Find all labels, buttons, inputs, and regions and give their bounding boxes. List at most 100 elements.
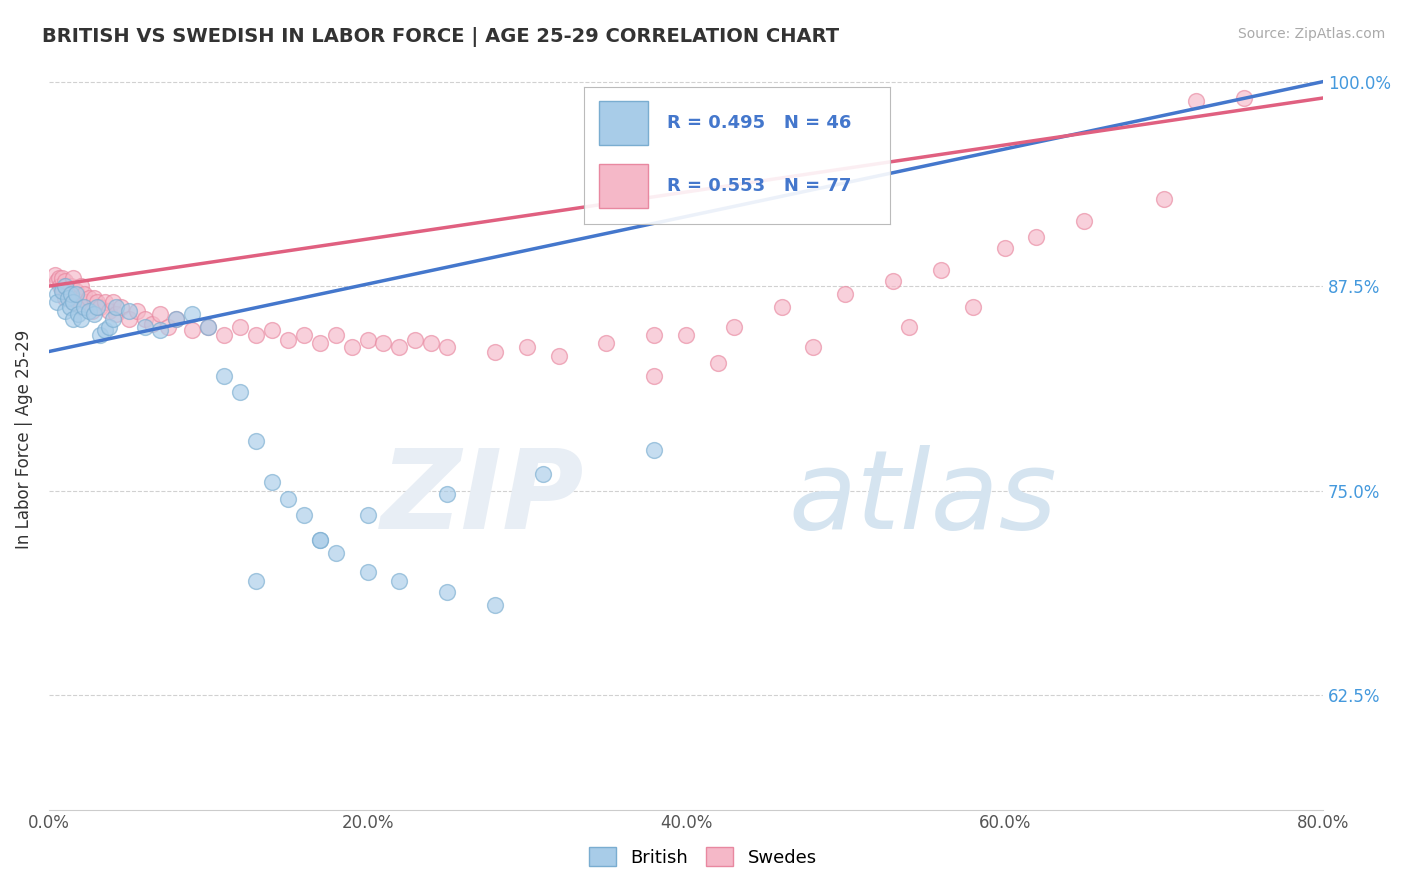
Point (929, 262, 952, 277)
Point (212, 328, 235, 343)
Point (197, 320, 219, 334)
Point (373, 336, 395, 351)
Point (75, 295, 97, 310)
Point (325, 328, 347, 343)
Point (77, 291, 100, 305)
Point (65, 287, 87, 301)
Point (882, 274, 904, 288)
Point (157, 320, 180, 334)
Point (803, 340, 825, 354)
Point (65, 284, 87, 298)
Point (141, 317, 163, 331)
Point (165, 311, 187, 326)
Point (98, 320, 121, 334)
Point (53, 303, 76, 318)
Text: Source: ZipAtlas.com: Source: ZipAtlas.com (1237, 27, 1385, 41)
Point (44, 268, 66, 282)
Point (149, 307, 172, 321)
Point (356, 566, 378, 580)
Y-axis label: In Labor Force | Age 25-29: In Labor Force | Age 25-29 (15, 329, 32, 549)
Point (48, 271, 70, 285)
Point (643, 369, 665, 384)
Point (229, 385, 252, 400)
Point (898, 320, 921, 334)
Point (436, 585, 458, 599)
Point (260, 323, 283, 337)
Point (66, 307, 89, 321)
Point (181, 307, 204, 321)
Point (62, 311, 84, 326)
Point (53, 279, 76, 293)
Point (229, 320, 252, 334)
Point (388, 340, 411, 354)
Point (93, 295, 115, 310)
Point (89, 301, 111, 315)
Point (325, 546, 347, 560)
Point (117, 311, 139, 326)
Point (101, 311, 124, 326)
Point (292, 328, 315, 343)
Text: ZIP: ZIP (381, 445, 583, 552)
Point (125, 303, 148, 318)
Point (45, 295, 67, 310)
Point (994, 242, 1017, 256)
Point (484, 598, 506, 612)
Point (83, 291, 105, 305)
Point (52, 284, 75, 298)
Point (516, 340, 538, 354)
Point (59, 301, 82, 315)
Point (1025, 230, 1047, 244)
Point (308, 533, 330, 547)
Point (595, 336, 617, 351)
Point (531, 467, 554, 482)
Point (643, 328, 665, 343)
Text: atlas: atlas (787, 445, 1057, 552)
Point (69, 279, 91, 293)
Point (53, 291, 76, 305)
Point (63, 287, 86, 301)
Point (98, 303, 121, 318)
Point (675, 328, 697, 343)
Point (73, 287, 96, 301)
Point (340, 340, 363, 354)
Point (80, 303, 103, 318)
Point (308, 336, 330, 351)
Point (134, 320, 156, 334)
Point (134, 311, 156, 326)
Point (51, 284, 73, 298)
Point (66, 291, 89, 305)
Point (547, 350, 569, 364)
Point (707, 356, 730, 370)
Point (69, 301, 91, 315)
Point (60, 279, 83, 293)
Point (1073, 213, 1095, 227)
Point (45, 287, 67, 301)
Point (484, 344, 506, 359)
Point (260, 475, 283, 490)
Point (77, 303, 100, 318)
Point (388, 574, 411, 588)
Point (55, 279, 77, 293)
Point (86, 301, 108, 315)
Point (56, 284, 79, 298)
Point (181, 323, 204, 337)
Point (245, 434, 267, 449)
Point (292, 508, 315, 522)
Point (212, 369, 235, 384)
Point (62, 271, 84, 285)
Point (436, 340, 458, 354)
Legend: British, Swedes: British, Swedes (582, 840, 824, 874)
Point (69, 311, 91, 326)
Point (101, 295, 124, 310)
Point (104, 301, 127, 315)
Point (962, 301, 984, 315)
Point (149, 323, 172, 337)
Point (1184, 94, 1206, 108)
Point (59, 291, 82, 305)
Point (93, 323, 115, 337)
Point (104, 307, 127, 321)
Point (1153, 193, 1175, 207)
Point (89, 328, 111, 343)
Point (436, 487, 458, 501)
Point (1232, 91, 1254, 105)
